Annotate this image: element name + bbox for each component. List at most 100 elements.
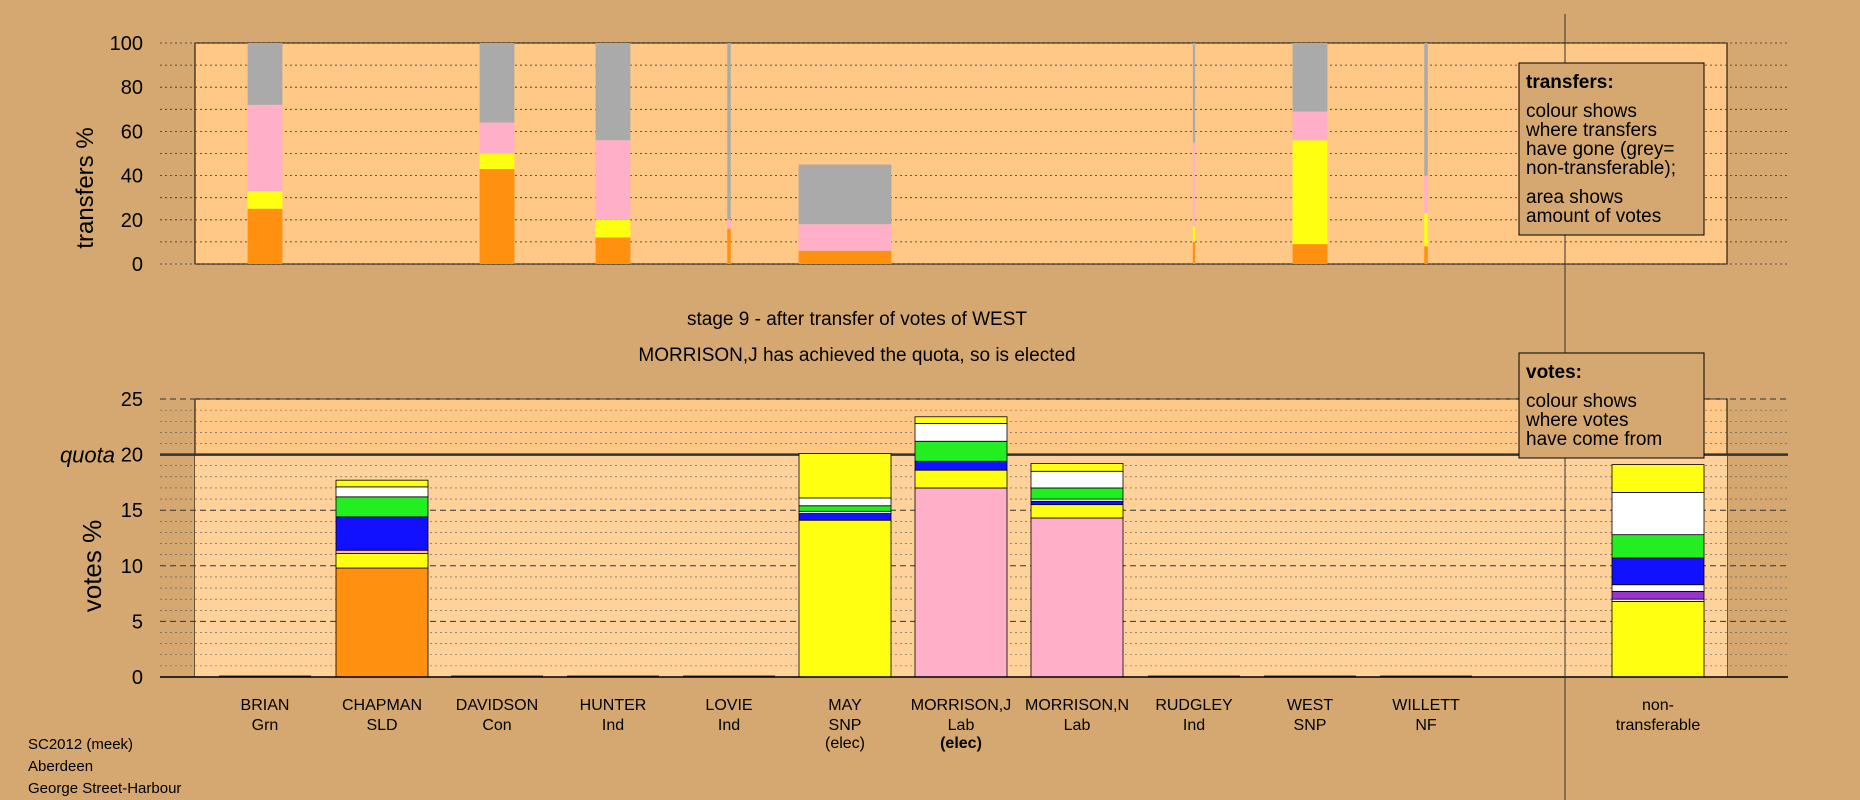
candidate-party-label: SNP bbox=[829, 717, 862, 734]
candidate-status-label: (elec) bbox=[940, 735, 982, 752]
transfers-legend-line: amount of votes bbox=[1526, 206, 1661, 227]
transfers-y-tick: 80 bbox=[121, 77, 143, 99]
votes-plot: 0 5 10 15 20 25 quota BRIAN Grn CHAPMAN SLD DAVIDSO… bbox=[60, 14, 1788, 800]
transfers-legend-line: non-transferable); bbox=[1526, 158, 1676, 179]
votes-bar-segment bbox=[335, 516, 429, 551]
candidate-party-label: Grn bbox=[252, 717, 279, 734]
candidate-name-label: CHAPMAN bbox=[342, 697, 422, 714]
votes-bar-segment bbox=[335, 479, 429, 488]
candidate-name-label: MORRISON,J bbox=[911, 697, 1011, 714]
transfers-bar-segment bbox=[479, 153, 515, 169]
votes-bar-segment bbox=[914, 469, 1008, 489]
votes-bar-segment bbox=[1611, 557, 1705, 586]
quota-label: quota bbox=[60, 443, 115, 468]
transfers-bar-segment bbox=[1192, 142, 1196, 227]
candidate-name-label: MAY bbox=[828, 697, 862, 714]
votes-bar-segment bbox=[914, 423, 1008, 442]
votes-legend-line: where votes bbox=[1525, 410, 1628, 431]
transfers-bar-segment bbox=[1292, 43, 1328, 112]
transfers-bar-segment bbox=[1424, 175, 1428, 214]
transfers-bar-segment bbox=[479, 122, 515, 154]
transfers-y-tick: 0 bbox=[132, 254, 143, 276]
votes-bar-segment bbox=[798, 505, 892, 512]
transfers-legend-line: where transfers bbox=[1525, 120, 1657, 141]
transfers-y-tick: 60 bbox=[121, 121, 143, 143]
footer: SC2012 (meek) Aberdeen George Street-Har… bbox=[28, 736, 181, 797]
transfers-legend-line: area shows bbox=[1526, 187, 1623, 208]
transfers-y-tick: 40 bbox=[121, 166, 143, 188]
votes-legend: votes: colour shows where votes have com… bbox=[1518, 352, 1705, 459]
candidate-status-label: (elec) bbox=[825, 735, 865, 752]
transfers-bar-segment bbox=[727, 43, 731, 220]
candidate-party-label: Ind bbox=[1183, 717, 1205, 734]
votes-bar-segment bbox=[1611, 600, 1705, 678]
votes-bar-segment bbox=[1611, 534, 1705, 559]
transfers-bar-segment bbox=[1292, 111, 1328, 141]
transfers-bar-segment bbox=[798, 224, 892, 251]
votes-bar-segment bbox=[1030, 504, 1124, 519]
transfers-bar-segment bbox=[247, 104, 283, 192]
votes-bar-segment bbox=[1030, 517, 1124, 678]
votes-bar-segment bbox=[1611, 584, 1705, 592]
transfers-bar-segment bbox=[1424, 246, 1428, 264]
candidate-name-label: LOVIE bbox=[705, 697, 752, 714]
transfers-bar-segment bbox=[1192, 226, 1196, 242]
transfers-bar-segment bbox=[727, 228, 731, 264]
transfers-bar-segment bbox=[247, 43, 283, 105]
votes-bar-segment bbox=[1030, 500, 1124, 506]
candidate-name-label: DAVIDSON bbox=[456, 697, 538, 714]
votes-y-tick: 25 bbox=[121, 389, 143, 411]
votes-bar-segment bbox=[798, 453, 892, 499]
transfers-bar-segment bbox=[595, 237, 631, 264]
transfers-bar-segment bbox=[595, 43, 631, 141]
candidate-name-label: HUNTER bbox=[580, 697, 647, 714]
transfers-y-label: transfers % bbox=[72, 127, 99, 248]
transfers-y-tick: 100 bbox=[110, 33, 143, 55]
votes-bar-segment bbox=[335, 553, 429, 569]
votes-bar-segment bbox=[798, 513, 892, 521]
votes-bar-segment bbox=[1611, 464, 1705, 493]
votes-bar-segment bbox=[335, 496, 429, 518]
transfers-bar-segment bbox=[479, 43, 515, 123]
footer-line: Aberdeen bbox=[28, 758, 93, 775]
candidate-name-label: BRIAN bbox=[241, 697, 290, 714]
votes-bar-segment bbox=[1030, 487, 1124, 500]
transfers-legend-title: transfers: bbox=[1526, 72, 1614, 93]
votes-bar-segment bbox=[1611, 590, 1705, 600]
transfers-bar-segment bbox=[247, 191, 283, 209]
candidate-party-label: Ind bbox=[602, 717, 624, 734]
votes-bar-segment bbox=[1611, 492, 1705, 536]
transfers-bar-segment bbox=[247, 208, 283, 264]
transfers-bar-segment bbox=[479, 168, 515, 264]
votes-y-label: votes % bbox=[77, 520, 107, 613]
transfers-bar-segment bbox=[1424, 213, 1428, 247]
votes-y-tick: 10 bbox=[121, 556, 143, 578]
transfers-legend: transfers: colour shows where transfers … bbox=[1518, 62, 1705, 236]
votes-bar-segment bbox=[914, 440, 1008, 462]
stage-subtitle: MORRISON,J has achieved the quota, so is… bbox=[638, 345, 1075, 366]
candidate-name-label: WILLETT bbox=[1392, 697, 1460, 714]
transfers-bar-segment bbox=[1192, 241, 1196, 264]
footer-line: George Street-Harbour bbox=[28, 780, 181, 797]
votes-legend-title: votes: bbox=[1526, 362, 1582, 383]
candidate-party-label: SLD bbox=[366, 717, 397, 734]
transfers-bar-segment bbox=[1292, 140, 1328, 245]
transfers-legend-box bbox=[1518, 62, 1705, 236]
transfers-bar-segment bbox=[1424, 43, 1428, 176]
transfers-bar-segment bbox=[1192, 43, 1196, 143]
candidate-party-label: transferable bbox=[1616, 717, 1701, 734]
votes-bar-segment bbox=[798, 519, 892, 678]
votes-bar-segment bbox=[1030, 470, 1124, 489]
votes-y-tick: 0 bbox=[132, 667, 143, 689]
transfers-bar-segment bbox=[1292, 244, 1328, 264]
candidate-party-label: Lab bbox=[948, 717, 975, 734]
candidate-party-label: SNP bbox=[1294, 717, 1327, 734]
votes-bar-segment bbox=[798, 497, 892, 507]
candidate-name-label: MORRISON,N bbox=[1025, 697, 1129, 714]
transfers-bar-segment bbox=[595, 140, 631, 220]
votes-y-tick: 15 bbox=[121, 500, 143, 522]
candidate-party-label: Lab bbox=[1064, 717, 1091, 734]
footer-line: SC2012 (meek) bbox=[28, 736, 133, 753]
transfers-bar-segment bbox=[727, 219, 731, 229]
